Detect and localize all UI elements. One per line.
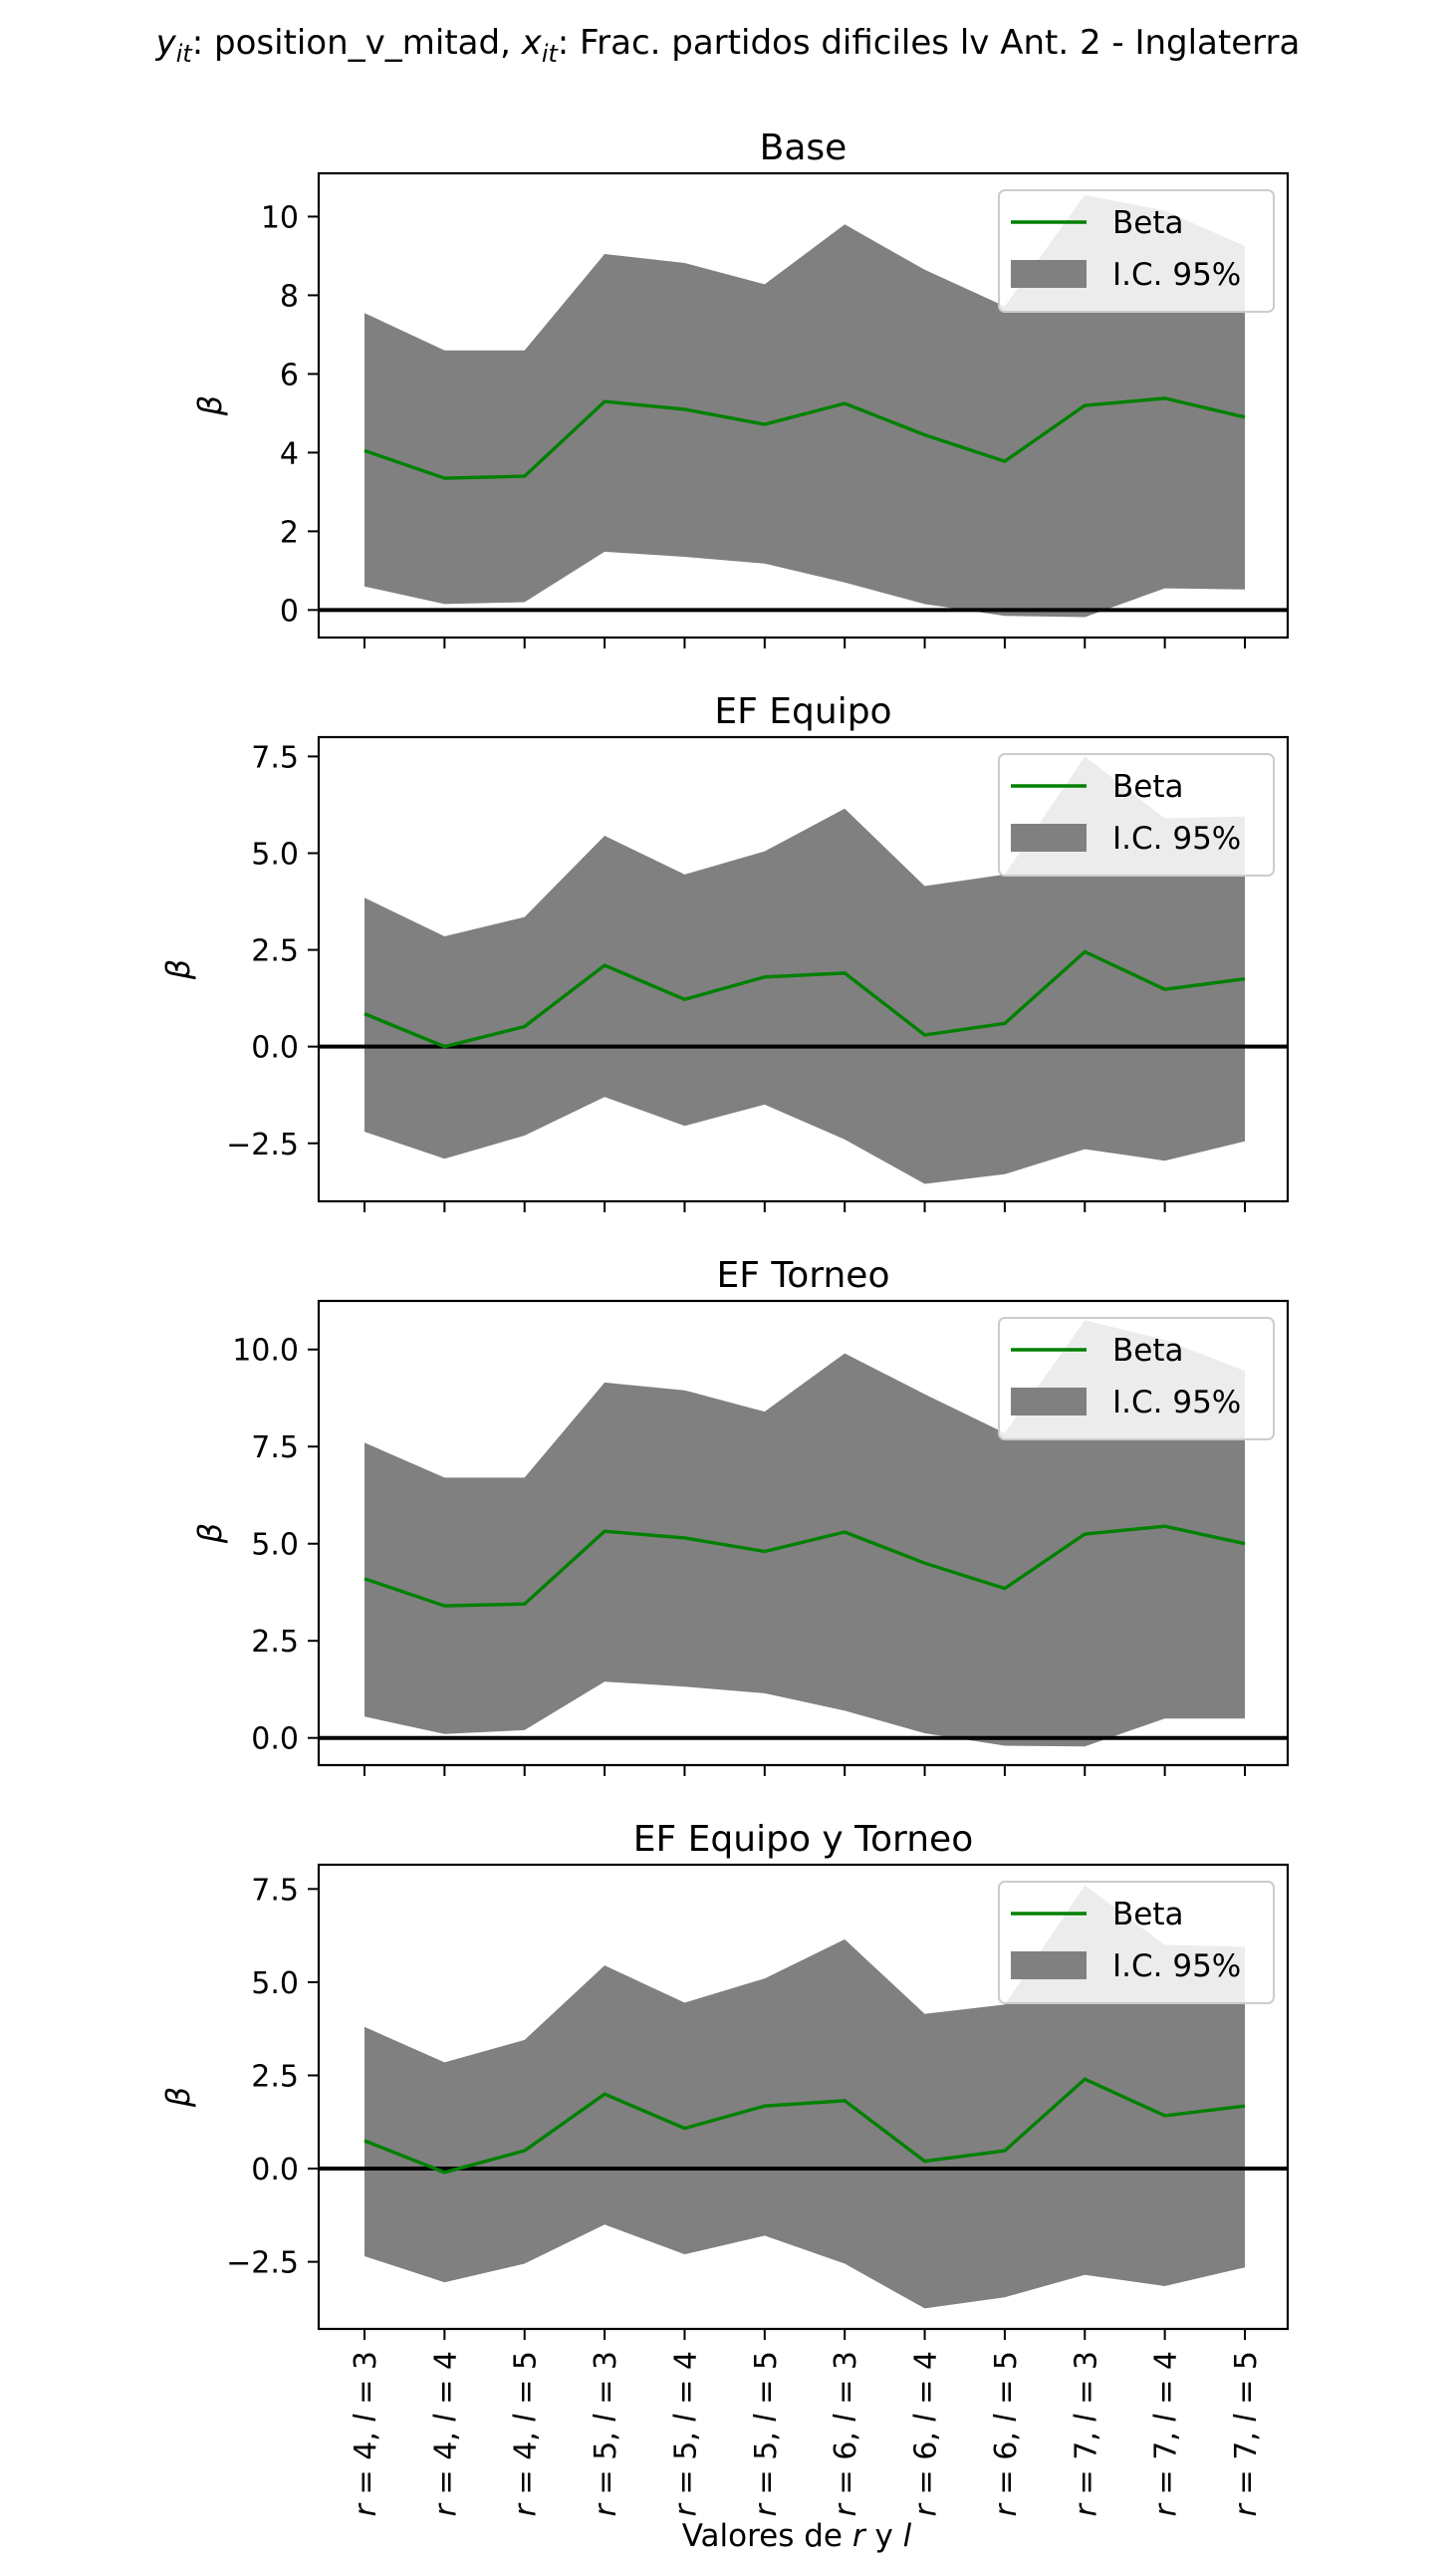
y-tick-label: 7.5: [251, 1873, 299, 1908]
x-tick-label: r = 6, l = 4: [909, 2351, 944, 2516]
legend-ci-label: I.C. 95%: [1112, 821, 1241, 857]
y-tick-label: 2: [280, 515, 299, 550]
axes-frame: [317, 735, 1290, 1203]
panel-title: EF Torneo: [717, 1255, 890, 1296]
panel-4: EF Equipo y Torneo −2.5 0.0 2.5 5.0 7.5 β r = 4…: [159, 1819, 1290, 2516]
x-axis-label: Valores de r y l: [682, 2518, 912, 2554]
y-tick-label: 0.0: [251, 1722, 299, 1757]
legend-band-swatch: [1011, 260, 1087, 288]
beta-line: [364, 2077, 1246, 2175]
y-tick-label: 6: [280, 358, 299, 392]
x-tick-label: r = 6, l = 5: [989, 2351, 1024, 2516]
legend-beta-label: Beta: [1112, 1333, 1184, 1369]
legend-band-swatch: [1011, 1951, 1087, 1979]
panel-title: Base: [760, 128, 848, 168]
legend-band-swatch: [1011, 824, 1087, 852]
legend: Beta I.C. 95%: [998, 753, 1275, 877]
y-tick-label: 0.0: [251, 1031, 299, 1066]
legend: Beta I.C. 95%: [998, 1881, 1275, 2004]
legend-ci-label: I.C. 95%: [1112, 1948, 1241, 1984]
x-tick-label: r = 7, l = 5: [1229, 2351, 1264, 2516]
y-tick-label: 4: [280, 436, 299, 471]
panel-title: EF Equipo: [714, 691, 891, 732]
x-tick-label: r = 4, l = 4: [428, 2351, 463, 2516]
y-tick-label: 7.5: [251, 740, 299, 775]
y-tick-label: 5.0: [251, 838, 299, 873]
x-tick-label: r = 4, l = 5: [509, 2351, 544, 2516]
figure-suptitle: yit: position_v_mitad, xit: Frac. partid…: [155, 23, 1301, 68]
y-tick-label: 8: [280, 279, 299, 314]
y-tick-label: 0.0: [251, 2153, 299, 2187]
y-tick-label: 5.0: [251, 1528, 299, 1563]
y-axis-label: β: [191, 1523, 229, 1544]
y-tick-label: −2.5: [226, 1128, 299, 1162]
x-tick-label: r = 5, l = 5: [749, 2351, 784, 2516]
panel-title: EF Equipo y Torneo: [633, 1819, 973, 1860]
y-tick-label: 0: [280, 594, 299, 629]
x-tick-label: r = 5, l = 4: [668, 2351, 703, 2516]
x-tick-label: r = 7, l = 3: [1069, 2351, 1103, 2516]
axes-frame: [317, 1299, 1290, 1767]
y-tick-label: 5.0: [251, 1966, 299, 2001]
beta-line: [364, 1524, 1246, 1608]
legend: Beta I.C. 95%: [998, 1317, 1275, 1440]
panel-1: Base 0 2 4 6 8 10 β Beta I.C. 95%: [191, 128, 1290, 648]
panel-2: EF Equipo −2.5 0.0 2.5 5.0 7.5 β Beta I.C. 95%: [159, 691, 1290, 1212]
y-tick-label: −2.5: [226, 2246, 299, 2281]
axes-frame: [317, 1863, 1290, 2331]
y-tick-label: 7.5: [251, 1430, 299, 1465]
legend-beta-label: Beta: [1112, 205, 1184, 241]
beta-line: [364, 949, 1246, 1049]
legend-ci-label: I.C. 95%: [1112, 257, 1241, 293]
panels: Base 0 2 4 6 8 10 β Beta I.C. 95% EF Equipo −2.5 0.0…: [159, 128, 1290, 2516]
y-axis-label: β: [159, 2087, 197, 2108]
panel-3: EF Torneo 0.0 2.5 5.0 7.5 10.0 β Beta I.C. 95%: [191, 1255, 1290, 1776]
x-tick-label: r = 5, l = 3: [589, 2351, 623, 2516]
legend-beta-label: Beta: [1112, 769, 1184, 805]
x-tick-label: r = 7, l = 4: [1149, 2351, 1184, 2516]
y-axis-label: β: [159, 959, 197, 980]
beta-line: [364, 396, 1246, 480]
y-tick-label: 2.5: [251, 1625, 299, 1660]
y-tick-label: 10: [261, 200, 299, 235]
y-tick-label: 2.5: [251, 2059, 299, 2094]
legend-ci-label: I.C. 95%: [1112, 1385, 1241, 1420]
y-axis-label: β: [191, 395, 229, 416]
y-tick-label: 10.0: [232, 1334, 299, 1369]
axes-frame: [317, 171, 1290, 640]
legend-band-swatch: [1011, 1388, 1087, 1415]
legend-beta-label: Beta: [1112, 1897, 1184, 1932]
x-tick-label: r = 4, l = 3: [349, 2351, 383, 2516]
legend: Beta I.C. 95%: [998, 189, 1275, 313]
y-tick-label: 2.5: [251, 934, 299, 969]
x-tick-label: r = 6, l = 3: [829, 2351, 863, 2516]
